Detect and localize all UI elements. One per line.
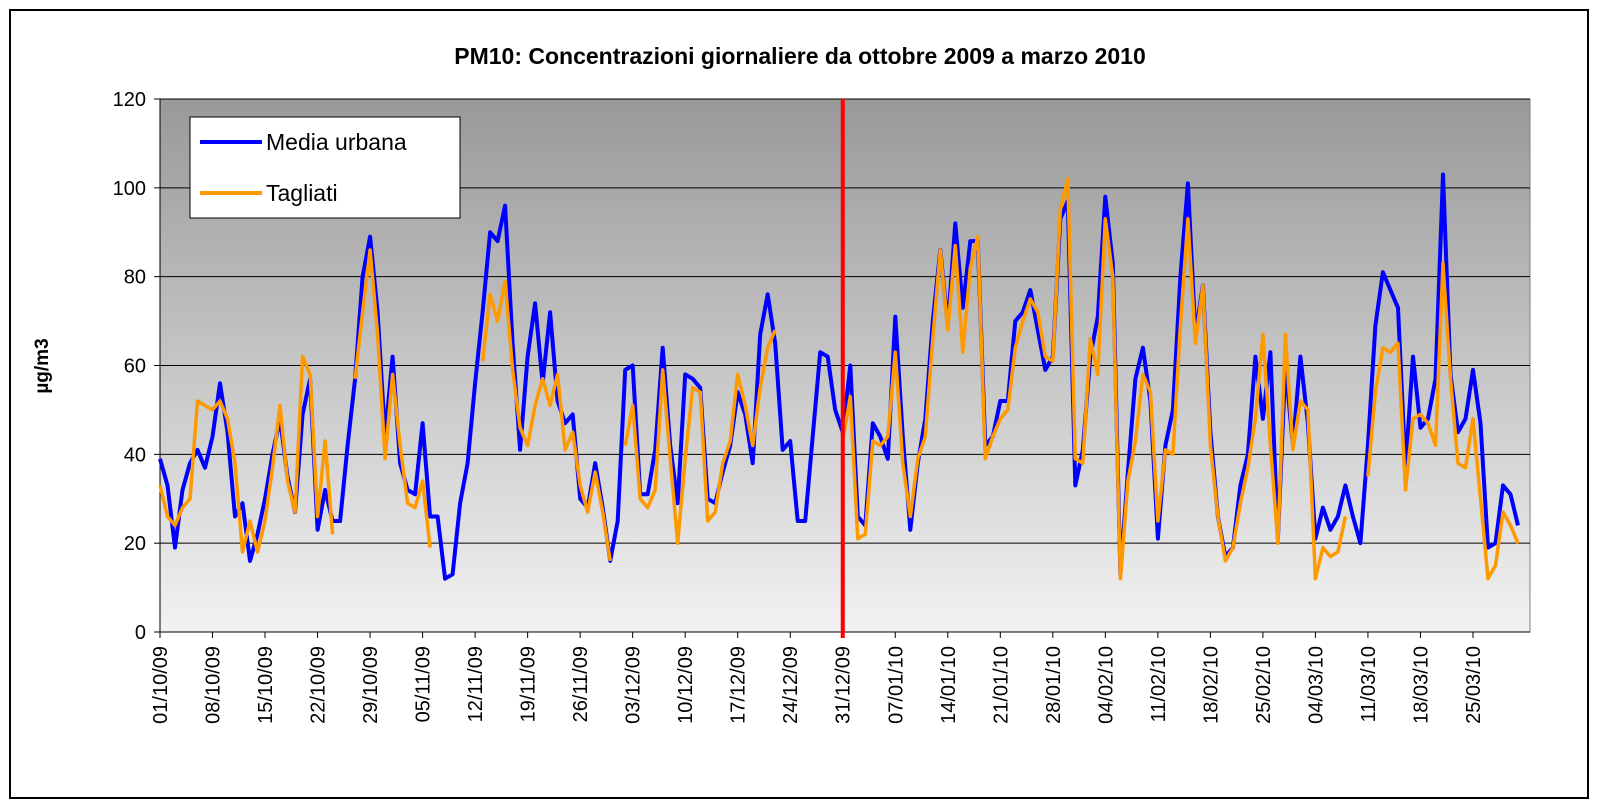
- legend-label: Media urbana: [266, 129, 407, 155]
- x-tick-label: 11/02/10: [1148, 646, 1170, 722]
- x-tick-label: 25/03/10: [1463, 646, 1485, 724]
- x-tick-label: 19/11/09: [518, 646, 540, 722]
- x-tick-label: 24/12/09: [780, 646, 802, 724]
- x-tick-label: 14/01/10: [938, 646, 960, 724]
- x-tick-label: 10/12/09: [675, 646, 697, 724]
- y-tick-label: 80: [124, 267, 146, 289]
- x-tick-label: 07/01/10: [885, 646, 907, 724]
- legend-box: [189, 116, 461, 219]
- x-tick-label: 11/03/10: [1358, 646, 1380, 722]
- x-tick-label: 04/03/10: [1305, 646, 1327, 724]
- x-tick-label: 28/01/10: [1043, 646, 1065, 724]
- y-axis-label: µg/m3: [32, 338, 53, 393]
- x-tick-label: 26/11/09: [570, 646, 592, 722]
- y-tick-label: 40: [124, 444, 146, 466]
- x-tick-label: 04/02/10: [1095, 646, 1117, 724]
- y-tick-label: 120: [113, 89, 146, 111]
- y-tick-label: 20: [124, 533, 146, 555]
- x-tick-label: 15/10/09: [255, 646, 277, 724]
- legend-label: Tagliati: [266, 180, 338, 206]
- x-tick-label: 22/10/09: [308, 646, 330, 724]
- series-line: [158, 177, 1520, 581]
- x-tick-label: 29/10/09: [360, 646, 382, 724]
- y-tick-label: 60: [124, 356, 146, 378]
- y-tick-label: 100: [113, 178, 146, 200]
- x-tick-label: 31/12/09: [833, 646, 855, 724]
- x-tick-label: 08/10/09: [203, 646, 225, 724]
- x-tick-label: 25/02/10: [1253, 646, 1275, 724]
- x-tick-label: 18/03/10: [1410, 646, 1432, 724]
- x-tick-label: 12/11/09: [465, 646, 487, 722]
- y-tick-label: 0: [135, 622, 146, 644]
- x-tick-label: 03/12/09: [623, 646, 645, 724]
- x-tick-label: 17/12/09: [728, 646, 750, 724]
- x-tick-label: 21/01/10: [990, 646, 1012, 724]
- x-tick-label: 18/02/10: [1200, 646, 1222, 724]
- x-tick-label: 01/10/09: [150, 646, 172, 724]
- x-tick-label: 05/11/09: [413, 646, 435, 722]
- chart-title: PM10: Concentrazioni giornaliere da otto…: [454, 43, 1146, 69]
